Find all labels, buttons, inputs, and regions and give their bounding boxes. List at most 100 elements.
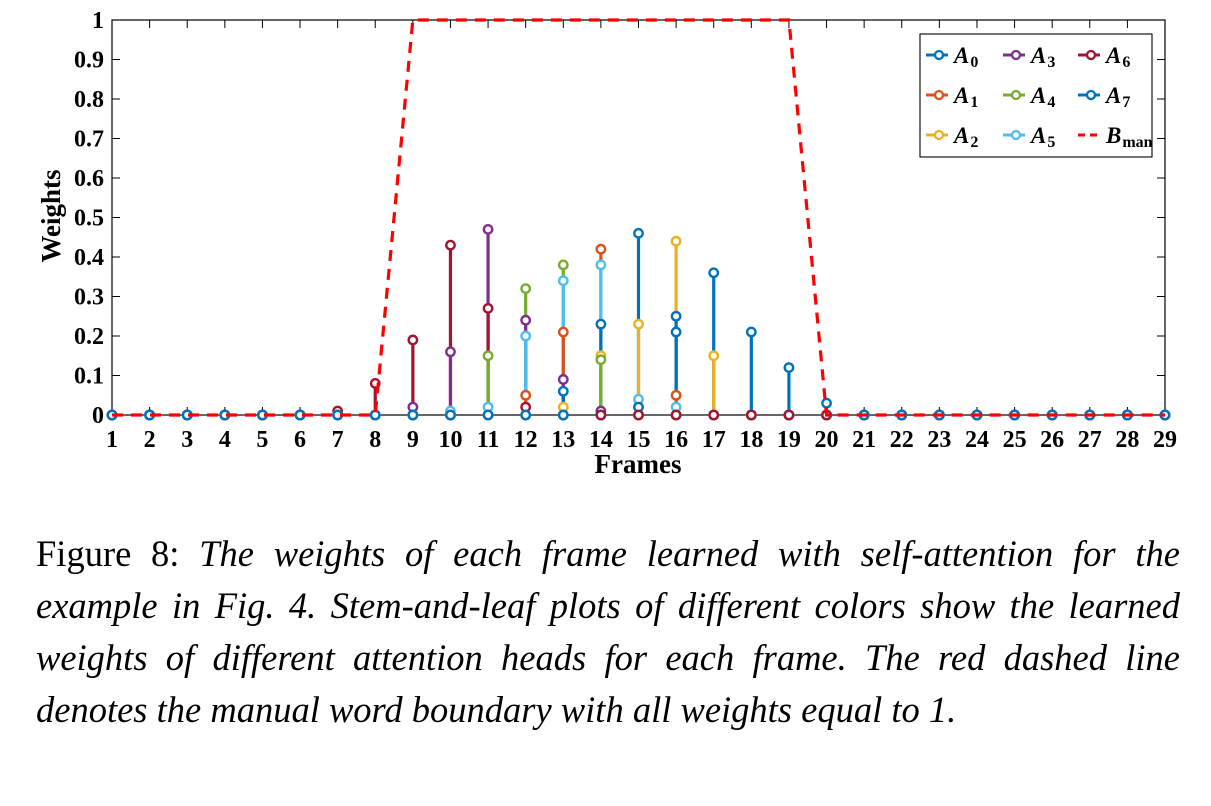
stem-marker (557, 374, 569, 385)
stem-marker (407, 334, 419, 346)
x-tick-label: 19 (777, 427, 801, 453)
y-tick-label: 0.3 (74, 285, 104, 311)
x-tick-label: 13 (551, 427, 575, 453)
x-tick-label: 21 (852, 427, 876, 453)
x-tick-label: 23 (927, 427, 951, 453)
y-tick-label: 0.4 (74, 245, 104, 271)
x-tick-label: 12 (514, 427, 538, 453)
stem-marker (557, 409, 569, 421)
weights-stem-chart: 1 2 3 4 5 6 7 8 9 10 11 12 13 14 15 16 17 18 19 20 21 22 23 24 2… (36, 8, 1177, 479)
stem-marker (633, 409, 644, 421)
stem-marker (783, 409, 795, 421)
x-tick-label: 16 (664, 427, 688, 453)
stem-marker (520, 389, 532, 401)
legend-item: A1 (926, 83, 978, 111)
stem-marker (595, 259, 607, 271)
legend-label: A7 (1104, 83, 1130, 111)
stem-marker (445, 409, 456, 421)
legend-label: A6 (1104, 43, 1130, 71)
stem-marker (557, 326, 569, 338)
tick-labels: 1 2 3 4 5 6 7 8 9 10 11 12 13 14 15 16 17 18 19 20 21 22 23 24 2… (74, 8, 1177, 453)
legend-label: A0 (952, 43, 978, 71)
legend-label: A2 (952, 123, 978, 151)
stem-marker (595, 354, 607, 366)
stem-marker (670, 409, 682, 421)
caption-body: The weights of each frame learned with s… (36, 533, 1180, 730)
x-tick-label: 22 (890, 427, 914, 453)
x-tick-label: 11 (477, 427, 500, 453)
stem-marker (482, 409, 494, 421)
legend-swatch-marker (1085, 89, 1097, 101)
legend-swatch-marker (1010, 89, 1022, 101)
stem-marker (482, 350, 494, 362)
stem-marker (557, 385, 569, 397)
x-tick-label: 2 (144, 427, 156, 453)
x-tick-label: 24 (965, 427, 989, 453)
legend-swatch-marker (933, 49, 945, 61)
legend-item: A6 (1078, 43, 1130, 71)
x-tick-label: 25 (1003, 427, 1027, 453)
stem-marker (670, 389, 682, 401)
stem-marker (670, 326, 682, 338)
legend-item: A2 (926, 123, 978, 151)
figure-caption: Figure 8: The weights of each frame lear… (36, 528, 1180, 736)
caption-label: Figure 8: (36, 533, 180, 574)
legend-label: A5 (1029, 123, 1055, 151)
legend-swatch-marker (933, 89, 945, 101)
stem-marker (595, 318, 607, 330)
stem-marker (520, 314, 532, 326)
stem-marker (520, 283, 532, 294)
stem-marker (708, 409, 720, 421)
stem-marker (633, 227, 644, 239)
x-tick-label: 28 (1115, 427, 1139, 453)
stem-marker (520, 330, 532, 342)
x-tick-label: 5 (256, 427, 268, 453)
stem-marker (482, 223, 494, 235)
stem-marker (520, 409, 532, 421)
legend-label: Bman (1105, 123, 1153, 151)
legend-item: A0 (926, 43, 978, 71)
x-tick-label: 9 (407, 427, 419, 453)
stem-marker (670, 310, 682, 322)
x-tick-label: 20 (815, 427, 839, 453)
x-tick-label: 17 (702, 427, 726, 453)
stem-marker (670, 235, 682, 247)
y-tick-label: 0.1 (74, 364, 104, 390)
stem-marker (557, 275, 569, 287)
x-tick-label: 8 (369, 427, 381, 453)
stem-marker (708, 267, 720, 279)
legend-swatch-marker (933, 129, 945, 141)
x-tick-label: 15 (627, 427, 651, 453)
x-tick-label: 3 (181, 427, 193, 453)
x-tick-label: 4 (219, 427, 231, 453)
x-tick-label: 18 (739, 427, 763, 453)
stem-marker (595, 243, 607, 255)
legend-box (919, 33, 1153, 158)
legend-item: A4 (1003, 83, 1055, 111)
boundary-line (112, 18, 1165, 417)
x-tick-label: 7 (332, 427, 344, 453)
legend-item: A5 (1003, 123, 1055, 151)
y-tick-label: 0.6 (74, 166, 104, 192)
legend-item: Bman (1078, 123, 1153, 151)
stem-marker (557, 259, 569, 271)
stem-marker (633, 318, 644, 330)
legend-swatch-marker (1085, 49, 1097, 61)
y-tick-label: 0.9 (74, 48, 104, 74)
legend-item: A3 (1003, 43, 1055, 71)
x-tick-label: 1 (106, 427, 118, 453)
stem-marker (595, 409, 607, 421)
x-tick-label: 29 (1153, 427, 1177, 453)
legend: A0 A3 A6 A1 A4 A7 A2 A5 Bman (919, 33, 1153, 158)
legend-label: A1 (952, 83, 978, 111)
x-axis-title: Frames (595, 449, 682, 479)
stem-marker (745, 326, 757, 338)
legend-item: A7 (1078, 83, 1130, 111)
x-tick-label: 10 (438, 427, 462, 453)
y-tick-label: 0.2 (74, 324, 104, 350)
legend-label: A3 (1029, 43, 1055, 71)
y-tick-label: 1 (92, 8, 104, 34)
x-tick-label: 14 (589, 427, 613, 453)
stem-marker (821, 397, 832, 409)
boundary-dashed-line (112, 18, 1165, 417)
